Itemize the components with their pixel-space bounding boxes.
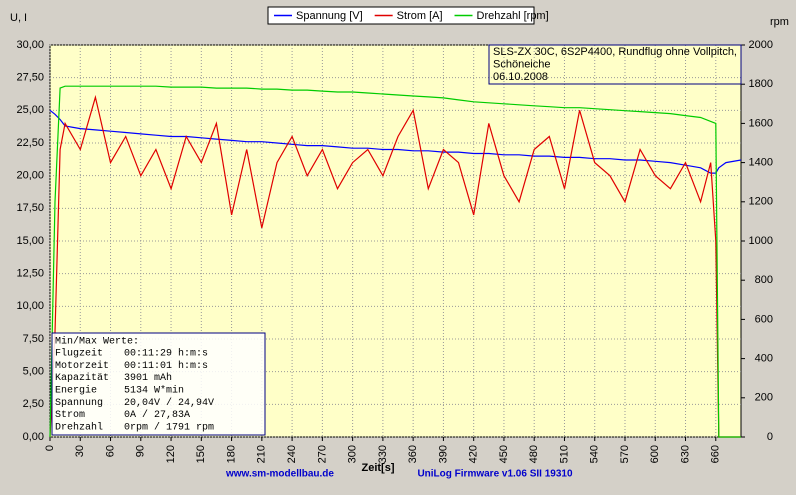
info-text: 06.10.2008 — [493, 71, 548, 83]
y-tick-label: 25,00 — [16, 104, 44, 116]
y2-tick-label: 1000 — [749, 235, 773, 247]
stats-box — [51, 332, 266, 436]
y-tick-label: 5,00 — [23, 366, 44, 378]
x-tick-label: 60 — [104, 445, 116, 457]
x-tick-label: 210 — [256, 445, 268, 463]
y2-tick-label: 2000 — [749, 39, 773, 51]
y-tick-label: 27,50 — [16, 72, 44, 84]
x-tick-label: 180 — [225, 445, 237, 463]
series-line — [49, 85, 741, 438]
y-tick-label: 10,00 — [16, 300, 44, 312]
stats-label: Motorzeit — [55, 360, 109, 372]
x-tick-label: 150 — [195, 445, 207, 463]
stats-value: 00:11:29 h:m:s — [124, 348, 208, 360]
stats-label: Spannung — [55, 398, 103, 409]
y2-tick-label: 0 — [767, 431, 773, 443]
x-tick-label: 570 — [619, 445, 631, 463]
info-text: SLS-ZX 30C, 6S2P4400, Rundflug ohne Voll… — [493, 46, 737, 58]
y-tick-label: 2,50 — [23, 398, 44, 410]
x-tick-label: 540 — [589, 445, 601, 463]
stats-value: 0rpm / 1791 rpm — [124, 421, 214, 433]
legend-label: Spannung [V] — [296, 10, 363, 22]
x-tick-label: 660 — [710, 445, 722, 463]
footer-right: UniLog Firmware v1.06 SII 19310 — [417, 469, 573, 480]
stats-value: 0A / 27,83A — [124, 409, 190, 421]
series-line — [49, 94, 741, 438]
y-tick-label: 0,00 — [23, 431, 44, 443]
y-tick-label: 30,00 — [16, 39, 44, 51]
y2-tick-label: 400 — [755, 353, 773, 365]
footer-left: www.sm-modellbau.de — [225, 469, 334, 480]
legend-label: Strom [A] — [397, 10, 443, 22]
x-tick-label: 480 — [528, 445, 540, 463]
x-tick-label: 120 — [165, 445, 177, 463]
stats-value: 5134 W*min — [124, 385, 184, 397]
stats-value: 00:11:01 h:m:s — [124, 360, 208, 372]
x-tick-label: 90 — [135, 445, 147, 457]
x-tick-label: 420 — [468, 445, 480, 463]
series-line — [49, 109, 742, 174]
y-tick-label: 22,50 — [16, 137, 44, 149]
x-tick-label: 300 — [347, 445, 359, 463]
x-tick-label: 330 — [377, 445, 389, 463]
stats-label: Energie — [55, 385, 97, 397]
y-tick-label: 15,00 — [16, 235, 44, 247]
y-tick-label: 7,50 — [23, 333, 44, 345]
y2-tick-label: 1800 — [749, 78, 773, 90]
y2-tick-label: 800 — [755, 274, 773, 286]
x-axis-title: Zeit[s] — [362, 462, 395, 474]
y-tick-label: 17,50 — [16, 202, 44, 214]
stats-label: Drehzahl — [55, 421, 103, 433]
y2-axis-title: rpm — [770, 16, 789, 28]
y2-tick-label: 1600 — [749, 117, 773, 129]
y-tick-label: 12,50 — [16, 268, 44, 280]
x-tick-label: 600 — [649, 445, 661, 463]
legend-box — [267, 6, 535, 25]
y-axis-title: U, I — [10, 12, 27, 24]
stats-value: 3901 mAh — [124, 372, 172, 384]
stats-value: 20,04V / 24,94V — [124, 397, 214, 409]
x-tick-label: 450 — [498, 445, 510, 463]
x-tick-label: 0 — [44, 445, 56, 451]
y-tick-label: 20,00 — [16, 170, 44, 182]
x-tick-label: 30 — [74, 445, 86, 457]
x-tick-label: 630 — [679, 445, 691, 463]
y2-tick-label: 1400 — [749, 157, 773, 169]
x-tick-label: 270 — [316, 445, 328, 463]
x-tick-label: 390 — [437, 445, 449, 463]
stats-title: Min/Max Werte: — [55, 336, 139, 348]
y2-tick-label: 200 — [755, 392, 773, 404]
y2-tick-label: 1200 — [749, 196, 773, 208]
info-box — [488, 44, 742, 85]
x-tick-label: 240 — [286, 445, 298, 463]
legend-label: Drehzahl [rpm] — [477, 10, 549, 22]
info-text: Schöneiche — [493, 58, 551, 70]
stats-label: Strom — [55, 410, 85, 421]
legend: Spannung [V] Strom [A] Drehzahl [rpm] — [267, 6, 549, 25]
stats-label: Kapazität — [55, 372, 109, 384]
x-tick-label: 510 — [558, 445, 570, 463]
stats-label: Flugzeit — [55, 348, 103, 360]
x-tick-label: 360 — [407, 445, 419, 463]
y2-tick-label: 600 — [755, 313, 773, 325]
